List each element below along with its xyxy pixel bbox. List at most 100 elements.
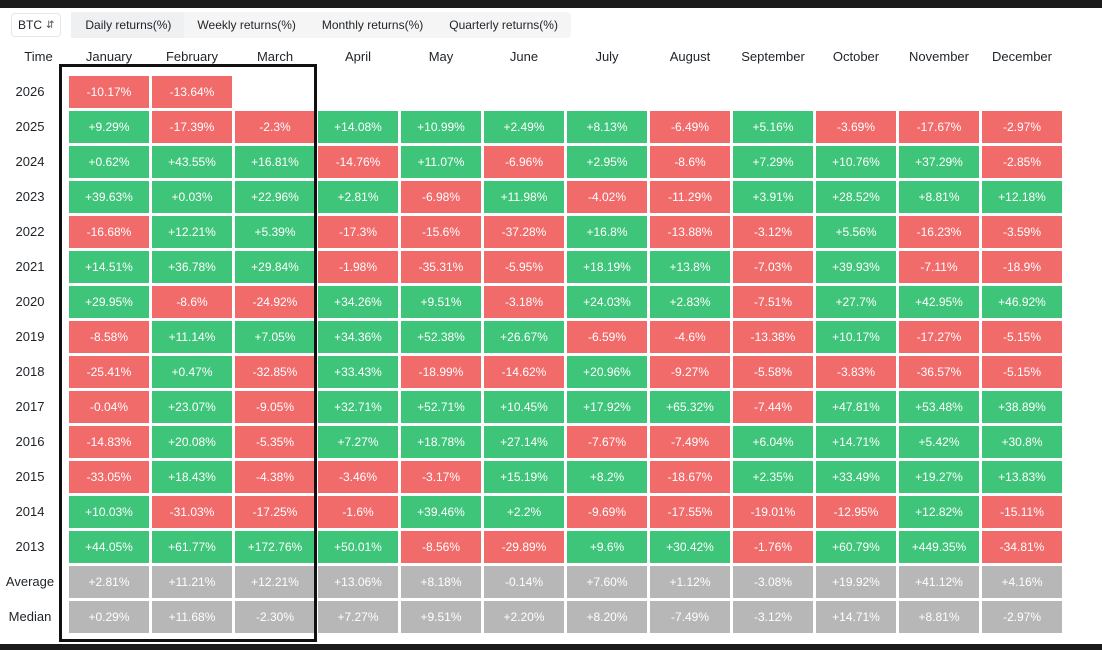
return-cell[interactable]: +7.05% bbox=[235, 321, 315, 353]
stat-cell[interactable]: +12.21% bbox=[235, 566, 315, 598]
return-cell[interactable]: -5.95% bbox=[484, 251, 564, 283]
return-cell[interactable]: +19.27% bbox=[899, 461, 979, 493]
return-cell[interactable]: -15.6% bbox=[401, 216, 481, 248]
return-cell[interactable]: +27.14% bbox=[484, 426, 564, 458]
stat-cell[interactable]: +8.81% bbox=[899, 601, 979, 633]
return-cell[interactable]: +11.98% bbox=[484, 181, 564, 213]
return-cell[interactable]: +30.8% bbox=[982, 426, 1062, 458]
return-cell[interactable]: +13.8% bbox=[650, 251, 730, 283]
return-cell[interactable]: +3.91% bbox=[733, 181, 813, 213]
return-cell[interactable]: +5.16% bbox=[733, 111, 813, 143]
return-cell[interactable]: -7.11% bbox=[899, 251, 979, 283]
return-cell[interactable]: +37.29% bbox=[899, 146, 979, 178]
return-cell[interactable]: +18.19% bbox=[567, 251, 647, 283]
return-cell[interactable]: +29.95% bbox=[69, 286, 149, 318]
return-cell[interactable]: -17.3% bbox=[318, 216, 398, 248]
return-cell[interactable]: -3.17% bbox=[401, 461, 481, 493]
tab-weekly-returns[interactable]: Weekly returns(%) bbox=[197, 18, 296, 32]
return-cell[interactable]: +34.26% bbox=[318, 286, 398, 318]
return-cell[interactable]: -8.6% bbox=[650, 146, 730, 178]
return-cell[interactable]: +11.07% bbox=[401, 146, 481, 178]
tab-monthly-returns[interactable]: Monthly returns(%) bbox=[321, 18, 424, 32]
return-cell[interactable]: +2.95% bbox=[567, 146, 647, 178]
return-cell[interactable]: -1.98% bbox=[318, 251, 398, 283]
return-cell[interactable]: +5.39% bbox=[235, 216, 315, 248]
stat-cell[interactable]: +9.51% bbox=[401, 601, 481, 633]
return-cell[interactable]: -2.85% bbox=[982, 146, 1062, 178]
return-cell[interactable]: +53.48% bbox=[899, 391, 979, 423]
stat-cell[interactable]: -7.49% bbox=[650, 601, 730, 633]
return-cell[interactable]: +12.18% bbox=[982, 181, 1062, 213]
return-cell[interactable]: +6.04% bbox=[733, 426, 813, 458]
return-cell[interactable]: +17.92% bbox=[567, 391, 647, 423]
return-cell[interactable]: -4.6% bbox=[650, 321, 730, 353]
return-cell[interactable]: +12.82% bbox=[899, 496, 979, 528]
return-cell[interactable]: +30.42% bbox=[650, 531, 730, 563]
return-cell[interactable]: +2.81% bbox=[318, 181, 398, 213]
stat-cell[interactable]: -3.08% bbox=[733, 566, 813, 598]
stat-cell[interactable]: +4.16% bbox=[982, 566, 1062, 598]
return-cell[interactable]: -3.83% bbox=[816, 356, 896, 388]
tab-daily-returns[interactable]: Daily returns(%) bbox=[71, 12, 185, 38]
return-cell[interactable]: -6.59% bbox=[567, 321, 647, 353]
return-cell[interactable]: +52.71% bbox=[401, 391, 481, 423]
stat-cell[interactable]: +11.68% bbox=[152, 601, 232, 633]
return-cell[interactable]: +0.03% bbox=[152, 181, 232, 213]
return-cell[interactable]: +172.76% bbox=[235, 531, 315, 563]
return-cell[interactable]: +39.93% bbox=[816, 251, 896, 283]
return-cell[interactable]: -3.69% bbox=[816, 111, 896, 143]
stat-cell[interactable]: +7.60% bbox=[567, 566, 647, 598]
return-cell[interactable]: -33.05% bbox=[69, 461, 149, 493]
return-cell[interactable]: +44.05% bbox=[69, 531, 149, 563]
return-cell[interactable]: +13.83% bbox=[982, 461, 1062, 493]
stat-cell[interactable]: +11.21% bbox=[152, 566, 232, 598]
return-cell[interactable]: +28.52% bbox=[816, 181, 896, 213]
return-cell[interactable]: -7.51% bbox=[733, 286, 813, 318]
return-cell[interactable]: -17.27% bbox=[899, 321, 979, 353]
return-cell[interactable]: +14.71% bbox=[816, 426, 896, 458]
return-cell[interactable]: +10.76% bbox=[816, 146, 896, 178]
tab-quarterly-returns[interactable]: Quarterly returns(%) bbox=[449, 18, 558, 32]
return-cell[interactable]: +50.01% bbox=[318, 531, 398, 563]
return-cell[interactable]: -17.67% bbox=[899, 111, 979, 143]
stat-cell[interactable]: +2.81% bbox=[69, 566, 149, 598]
return-cell[interactable]: +449.35% bbox=[899, 531, 979, 563]
return-cell[interactable]: +46.92% bbox=[982, 286, 1062, 318]
return-cell[interactable]: +39.46% bbox=[401, 496, 481, 528]
return-cell[interactable]: +26.67% bbox=[484, 321, 564, 353]
return-cell[interactable]: -6.98% bbox=[401, 181, 481, 213]
return-cell[interactable]: -32.85% bbox=[235, 356, 315, 388]
asset-select[interactable]: BTC ⇵ bbox=[11, 13, 62, 37]
return-cell[interactable]: -14.76% bbox=[318, 146, 398, 178]
return-cell[interactable]: -37.28% bbox=[484, 216, 564, 248]
return-cell[interactable]: -9.05% bbox=[235, 391, 315, 423]
return-cell[interactable]: +15.19% bbox=[484, 461, 564, 493]
return-cell[interactable]: +14.08% bbox=[318, 111, 398, 143]
return-cell[interactable]: +33.49% bbox=[816, 461, 896, 493]
stat-cell[interactable]: +13.06% bbox=[318, 566, 398, 598]
return-cell[interactable]: +11.14% bbox=[152, 321, 232, 353]
return-cell[interactable]: +5.56% bbox=[816, 216, 896, 248]
return-cell[interactable]: -16.23% bbox=[899, 216, 979, 248]
return-cell[interactable]: -3.18% bbox=[484, 286, 564, 318]
return-cell[interactable]: +39.63% bbox=[69, 181, 149, 213]
return-cell[interactable]: +18.78% bbox=[401, 426, 481, 458]
return-cell[interactable]: -19.01% bbox=[733, 496, 813, 528]
return-cell[interactable]: +10.03% bbox=[69, 496, 149, 528]
return-cell[interactable]: -17.55% bbox=[650, 496, 730, 528]
stat-cell[interactable]: -2.97% bbox=[982, 601, 1062, 633]
return-cell[interactable]: +61.77% bbox=[152, 531, 232, 563]
return-cell[interactable]: -9.69% bbox=[567, 496, 647, 528]
return-cell[interactable]: -10.17% bbox=[69, 76, 149, 108]
stat-cell[interactable]: +8.20% bbox=[567, 601, 647, 633]
return-cell[interactable]: +34.36% bbox=[318, 321, 398, 353]
stat-cell[interactable]: -3.12% bbox=[733, 601, 813, 633]
return-cell[interactable]: +9.29% bbox=[69, 111, 149, 143]
return-cell[interactable]: -17.25% bbox=[235, 496, 315, 528]
return-cell[interactable]: -7.67% bbox=[567, 426, 647, 458]
return-cell[interactable]: +14.51% bbox=[69, 251, 149, 283]
return-cell[interactable]: -5.58% bbox=[733, 356, 813, 388]
return-cell[interactable]: -13.38% bbox=[733, 321, 813, 353]
return-cell[interactable]: +9.51% bbox=[401, 286, 481, 318]
return-cell[interactable]: +5.42% bbox=[899, 426, 979, 458]
